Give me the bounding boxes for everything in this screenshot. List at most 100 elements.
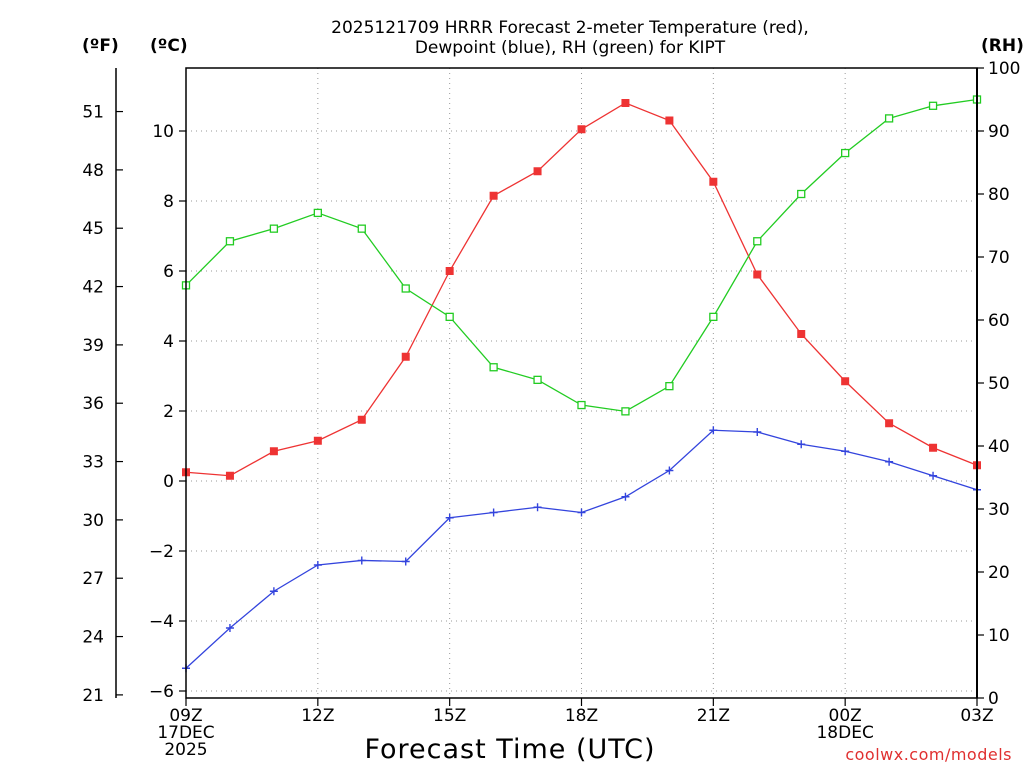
- temperature-point: [929, 443, 938, 452]
- tick-label-x: 09Z: [169, 706, 202, 726]
- tick-label-rh: 90: [988, 122, 1010, 142]
- temperature-point: [357, 415, 366, 424]
- rh-point: [665, 381, 674, 391]
- tick-label-x: 00Z: [829, 706, 862, 726]
- tick-label-rh: 60: [988, 311, 1010, 331]
- temperature-point: [841, 377, 850, 386]
- tick-label-f: 42: [82, 278, 104, 298]
- rh-point: [621, 407, 630, 416]
- temperature-point: [621, 99, 630, 107]
- dewpoint-point: [621, 492, 630, 501]
- tick-label-x: 17DEC: [157, 723, 214, 743]
- rh-point: [928, 101, 938, 110]
- chart-title-line1: 2025121709 HRRR Forecast 2-meter Tempera…: [331, 18, 809, 38]
- dewpoint-point: [841, 447, 850, 456]
- tick-label-x: 03Z: [960, 706, 993, 726]
- axes: −6−4−20246810212427303336394245485101020…: [82, 59, 1020, 760]
- tick-label-rh: 80: [988, 185, 1010, 205]
- series-layer: [181, 95, 982, 673]
- tick-label-x: 18DEC: [816, 723, 873, 743]
- tick-label-c: 8: [163, 192, 174, 212]
- tick-label-f: 33: [82, 453, 104, 473]
- unit-rh: (RH): [981, 36, 1024, 56]
- dewpoint-point: [797, 440, 806, 449]
- temperature-point: [489, 191, 498, 200]
- temperature-point: [269, 447, 278, 456]
- rh-point: [753, 237, 762, 246]
- tick-label-rh: 70: [988, 248, 1010, 268]
- dewpoint-point: [225, 624, 234, 632]
- dewpoint-point: [489, 508, 498, 517]
- rh-point: [841, 148, 850, 158]
- tick-label-rh: 40: [988, 437, 1010, 457]
- tick-label-f: 30: [82, 511, 104, 531]
- rh-point: [269, 224, 279, 233]
- tick-label-f: 21: [82, 686, 104, 706]
- temperature-point: [577, 125, 586, 134]
- dewpoint-point: [709, 426, 718, 435]
- tick-label-rh: 0: [988, 689, 999, 709]
- dewpoint-point: [929, 471, 938, 480]
- rh-point: [445, 312, 454, 322]
- chart-title-line2: Dewpoint (blue), RH (green) for KIPT: [414, 38, 726, 58]
- tick-label-f: 36: [82, 394, 104, 414]
- dewpoint-point: [445, 513, 454, 522]
- dewpoint-point: [401, 557, 410, 566]
- rh-point: [225, 237, 235, 246]
- temperature-point: [445, 267, 454, 275]
- temperature-point: [797, 330, 806, 338]
- tick-label-x: 12Z: [301, 706, 334, 726]
- grid: [186, 68, 977, 698]
- rh-point: [709, 312, 718, 322]
- tick-label-f: 24: [82, 628, 104, 648]
- temperature-point: [885, 419, 894, 428]
- temperature-point: [753, 270, 762, 279]
- tick-label-x: 18Z: [565, 706, 598, 726]
- tick-label-rh: 100: [988, 59, 1020, 79]
- dewpoint-point: [885, 457, 894, 466]
- tick-label-c: 0: [163, 472, 174, 492]
- temperature-point: [401, 352, 410, 361]
- tick-label-rh: 30: [988, 500, 1010, 520]
- credit-link[interactable]: coolwx.com/models: [845, 745, 1012, 764]
- tick-label-f: 48: [82, 161, 104, 181]
- dewpoint-point: [313, 561, 322, 569]
- dewpoint-point: [269, 587, 278, 596]
- tick-label-c: 2: [163, 402, 174, 422]
- x-axis-label: Forecast Time (UTC): [364, 734, 656, 765]
- rh-point: [313, 208, 322, 218]
- temperature-point: [665, 116, 674, 125]
- tick-label-c: −6: [149, 682, 174, 702]
- tick-label-f: 45: [82, 219, 104, 239]
- rh-point: [577, 400, 586, 410]
- temperature-point: [225, 471, 234, 480]
- dewpoint-point: [533, 503, 542, 512]
- rh-point: [533, 375, 542, 385]
- tick-label-c: −2: [149, 542, 174, 562]
- tick-label-f: 51: [82, 103, 104, 123]
- dewpoint-point: [577, 508, 586, 517]
- tick-label-x: 15Z: [433, 706, 466, 726]
- rh-line: [185, 98, 978, 413]
- tick-label-c: −4: [149, 612, 174, 632]
- rh-point: [401, 284, 410, 293]
- temperature-point: [313, 436, 322, 445]
- dewpoint-line: [185, 429, 978, 669]
- rh-point: [797, 189, 806, 199]
- tick-label-c: 6: [163, 262, 174, 282]
- tick-label-rh: 50: [988, 374, 1010, 394]
- tick-label-f: 39: [82, 336, 104, 356]
- rh-point: [884, 114, 894, 123]
- dewpoint-point: [357, 556, 366, 565]
- dewpoint-point: [665, 466, 674, 475]
- unit-celsius: (ºC): [150, 36, 188, 56]
- unit-fahrenheit: (ºF): [82, 36, 119, 56]
- temperature-point: [533, 167, 542, 176]
- tick-label-c: 4: [163, 332, 174, 352]
- tick-label-x: 21Z: [697, 706, 730, 726]
- rh-point: [489, 363, 498, 372]
- rh-point: [357, 224, 366, 233]
- tick-label-x: 2025: [164, 740, 207, 760]
- dewpoint-point: [753, 428, 762, 436]
- tick-label-f: 27: [82, 569, 104, 589]
